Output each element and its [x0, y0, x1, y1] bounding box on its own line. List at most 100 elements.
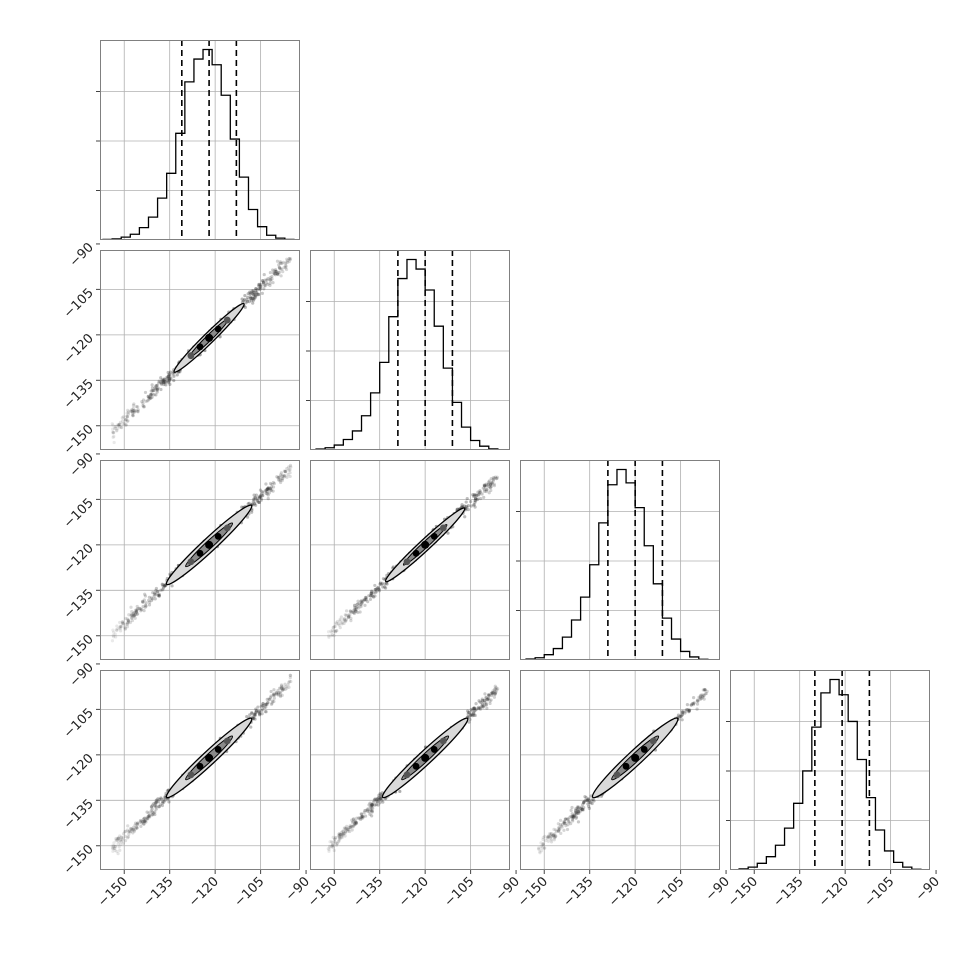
scatter-point [373, 587, 378, 592]
density-core-point [196, 343, 204, 351]
scatter-point [275, 475, 279, 479]
scatter-point [465, 496, 469, 501]
scatter-point [487, 482, 491, 486]
scatter-point [139, 607, 143, 611]
scatter-point [477, 493, 481, 497]
scatter-point [117, 423, 121, 427]
scatter-point [124, 423, 129, 427]
scatter-point [369, 591, 373, 595]
scatter-point [702, 694, 706, 698]
scatter-point [132, 828, 136, 832]
scatter-point [374, 587, 379, 591]
scatter-point [378, 582, 382, 586]
scatter-point [364, 596, 368, 600]
scatter-point [271, 480, 275, 485]
scatter-point [120, 620, 125, 624]
scatter-point [351, 825, 355, 829]
scatter-point [351, 609, 356, 613]
scatter-point [158, 803, 162, 807]
scatter-point [144, 399, 148, 403]
scatter-point [360, 816, 364, 820]
scatter-point [373, 803, 377, 807]
scatter-point [557, 829, 561, 833]
scatter-point [582, 800, 586, 805]
scatter-point [160, 382, 164, 386]
scatter-point [111, 846, 115, 851]
panel-content [100, 460, 300, 660]
scatter-point [163, 584, 167, 588]
scatter-point [483, 698, 487, 703]
scatter-point [272, 688, 276, 692]
scatter-point [356, 605, 360, 609]
scatter-point [123, 422, 127, 426]
scatter-point [344, 619, 348, 623]
scatter-point [369, 594, 373, 598]
scatter-point [111, 844, 115, 848]
scatter-point [155, 388, 159, 392]
scatter-point [269, 278, 273, 282]
scatter-point [272, 692, 276, 696]
scatter-point [266, 487, 271, 492]
scatter-point [259, 493, 263, 497]
scatter-point [333, 837, 337, 841]
scatter-point [360, 815, 364, 819]
scatter-point [131, 414, 135, 418]
scatter-point [126, 621, 130, 625]
scatter-point [276, 272, 280, 277]
scatter-point [113, 844, 118, 849]
density-core-point [421, 753, 430, 762]
scatter-point [551, 833, 555, 837]
scatter-point [270, 482, 274, 487]
scatter-point [569, 814, 573, 819]
scatter-point [258, 284, 262, 288]
scatter-point [116, 423, 121, 427]
scatter-point [328, 844, 332, 848]
scatter-point [337, 834, 341, 838]
scatter-point [271, 271, 276, 275]
scatter-point [687, 708, 692, 712]
scatter-point [276, 688, 280, 693]
scatter-point [140, 821, 144, 825]
scatter-point [553, 832, 557, 836]
scatter-point [266, 486, 270, 491]
scatter-point [490, 692, 495, 696]
scatter-point [332, 625, 336, 629]
scatter-point [570, 815, 574, 819]
scatter-point [281, 685, 285, 689]
grid [730, 670, 930, 870]
scatter-point [342, 616, 347, 621]
scatter-point [288, 673, 293, 678]
scatter-point [562, 828, 566, 832]
scatter-point [288, 468, 292, 472]
scatter-point [120, 419, 125, 423]
scatter-point [579, 807, 583, 811]
scatter-point [495, 475, 499, 479]
scatter-point [258, 287, 262, 291]
scatter-point [574, 810, 578, 814]
scatter-point [134, 825, 139, 829]
scatter-point [254, 290, 258, 295]
scatter-point [161, 378, 165, 382]
scatter-point [162, 797, 166, 801]
scatter-point [370, 593, 374, 597]
scatter-point [687, 710, 691, 714]
scatter-point [357, 816, 361, 820]
scatter-point [245, 299, 250, 304]
scatter-point [473, 706, 477, 710]
scatter-point [554, 834, 558, 838]
scatter-point [284, 684, 288, 689]
scatter-point [127, 829, 132, 833]
x-tick-label: −90 [913, 874, 943, 904]
scatter-point [265, 701, 270, 705]
scatter-point [280, 688, 285, 692]
x-tick-label: −105 [232, 874, 268, 910]
scatter-point [484, 703, 488, 707]
scatter-point [283, 475, 287, 479]
scatter-point [367, 803, 371, 807]
scatter-point [277, 691, 281, 695]
scatter-point [136, 405, 140, 409]
scatter-point [166, 380, 170, 384]
scatter-point [144, 820, 148, 824]
scatter-point [375, 800, 379, 804]
